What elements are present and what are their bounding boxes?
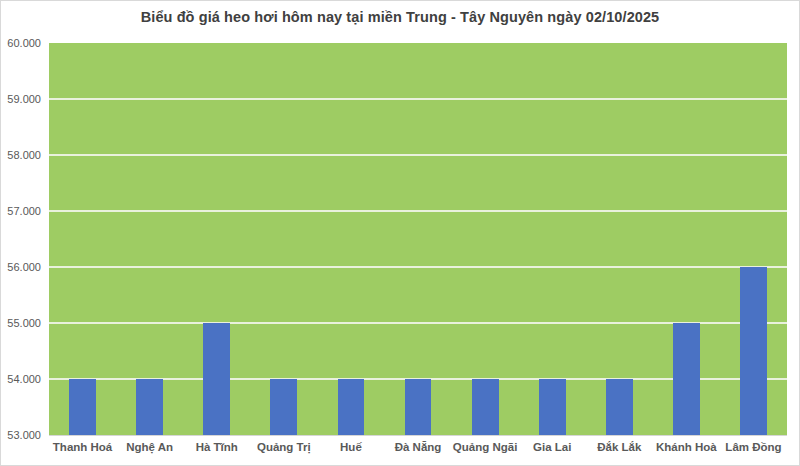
price-bar-chart: Biểu đồ giá heo hơi hôm nay tại miền Tru…: [0, 0, 800, 466]
bar-Lâm Đồng: [740, 267, 767, 435]
bar-slot: [720, 43, 787, 435]
bar-slot: [183, 43, 250, 435]
x-tick-label: Gia Lai: [519, 441, 586, 453]
x-tick-label: Quảng Trị: [250, 441, 317, 453]
x-tick-label: Nghệ An: [116, 441, 183, 453]
bar-slot: [49, 43, 116, 435]
y-tick-label: 55.000: [7, 317, 41, 329]
bar-slot: [519, 43, 586, 435]
bar-Nghệ An: [136, 379, 163, 435]
bar-Gia Lai: [539, 379, 566, 435]
y-axis: 60.00059.00058.00057.00056.00055.00054.0…: [1, 43, 45, 435]
y-tick-label: 59.000: [7, 93, 41, 105]
bar-slot: [653, 43, 720, 435]
x-tick-label: Quảng Ngãi: [452, 441, 519, 453]
plot-area: [49, 43, 787, 436]
bar-slot: [586, 43, 653, 435]
bar-Huế: [338, 379, 365, 435]
x-tick-label: Hà Tĩnh: [183, 441, 250, 453]
bar-slot: [116, 43, 183, 435]
x-axis: Thanh HoáNghệ AnHà TĩnhQuảng TrịHuếĐà Nẵ…: [49, 441, 787, 453]
bar-series: [49, 43, 787, 435]
y-tick-label: 57.000: [7, 205, 41, 217]
y-tick-label: 54.000: [7, 373, 41, 385]
chart-title: Biểu đồ giá heo hơi hôm nay tại miền Tru…: [1, 9, 799, 25]
bar-Quảng Trị: [270, 379, 297, 435]
x-tick-label: Khánh Hoà: [653, 441, 720, 453]
x-tick-label: Thanh Hoá: [49, 441, 116, 453]
bar-Thanh Hoá: [69, 379, 96, 435]
bar-Khánh Hoà: [673, 323, 700, 435]
bar-slot: [452, 43, 519, 435]
x-tick-label: Huế: [317, 441, 384, 453]
x-tick-label: Lâm Đồng: [720, 441, 787, 453]
bar-slot: [317, 43, 384, 435]
y-tick-label: 53.000: [7, 429, 41, 441]
x-tick-label: Đà Nẵng: [384, 441, 451, 453]
y-tick-label: 60.000: [7, 37, 41, 49]
bar-Hà Tĩnh: [203, 323, 230, 435]
bar-slot: [384, 43, 451, 435]
bar-Đà Nẵng: [405, 379, 432, 435]
bar-Đắk Lắk: [606, 379, 633, 435]
x-tick-label: Đắk Lắk: [586, 441, 653, 453]
bar-slot: [250, 43, 317, 435]
y-tick-label: 56.000: [7, 261, 41, 273]
bar-Quảng Ngãi: [472, 379, 499, 435]
y-tick-label: 58.000: [7, 149, 41, 161]
